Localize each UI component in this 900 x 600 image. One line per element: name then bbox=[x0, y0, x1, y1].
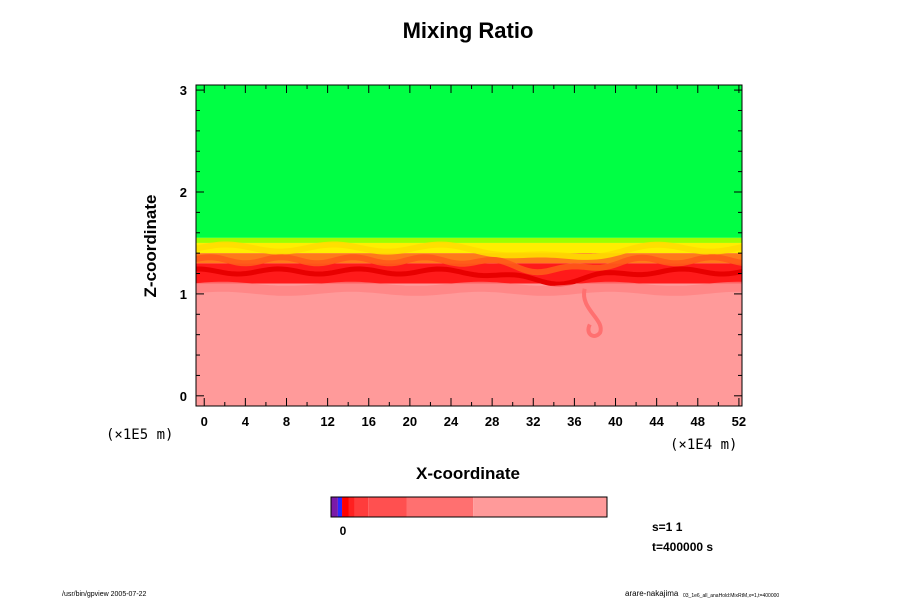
x-axis-label: X-coordinate bbox=[416, 464, 520, 483]
y-axis-label: Z-coordinate bbox=[141, 195, 160, 298]
colorbar-segment-6 bbox=[406, 497, 474, 517]
footer-right-sub: 03_1e6_all_anaHold:MixRtM,x=1,t=400000 bbox=[683, 593, 779, 599]
colorbar-segment-5 bbox=[368, 497, 407, 517]
x-tick-label: 36 bbox=[567, 414, 581, 429]
x-tick-label: 28 bbox=[485, 414, 499, 429]
descending-plume bbox=[582, 288, 603, 338]
x-tick-label: 32 bbox=[526, 414, 540, 429]
time-label: t=400000 s bbox=[652, 540, 713, 554]
red-interface bbox=[196, 266, 742, 287]
x-tick-label: 24 bbox=[444, 414, 459, 429]
y-tick-label: 3 bbox=[180, 83, 187, 98]
lower-interface bbox=[196, 281, 742, 296]
x-tick-label: 44 bbox=[649, 414, 664, 429]
colorbar-segment-0 bbox=[331, 497, 338, 517]
y-tick-label: 1 bbox=[180, 287, 187, 302]
colorbar-segment-4 bbox=[354, 497, 369, 517]
orange-interface bbox=[196, 254, 742, 276]
colorbar-frame bbox=[330, 496, 608, 518]
y-tick-label: 0 bbox=[180, 389, 187, 404]
x-tick-label: 20 bbox=[403, 414, 417, 429]
x-tick-label: 8 bbox=[283, 414, 290, 429]
footer-right-main: arare-nakajima bbox=[625, 589, 679, 598]
x-tick-label: 16 bbox=[362, 414, 376, 429]
band-lower bbox=[196, 283, 742, 406]
parameter-s-label: s=1 1 bbox=[652, 520, 683, 534]
x-tick-label: 52 bbox=[732, 414, 746, 429]
x-tick-label: 0 bbox=[201, 414, 208, 429]
footer-left: /usr/bin/gpview 2005-07-22 bbox=[62, 591, 147, 598]
band-interface-orange bbox=[196, 253, 742, 264]
x-tick-label: 40 bbox=[608, 414, 622, 429]
x-scale-label: (×1E4 m) bbox=[670, 437, 737, 453]
x-tick-label: 12 bbox=[320, 414, 334, 429]
heatmap-field bbox=[196, 85, 742, 406]
x-tick-label: 4 bbox=[242, 414, 250, 429]
yellow-interface bbox=[196, 241, 742, 260]
colorbar bbox=[330, 496, 608, 518]
x-tick-label: 48 bbox=[691, 414, 705, 429]
colorbar-segment-7 bbox=[473, 497, 607, 517]
band-upper bbox=[196, 85, 742, 238]
band-transition-light bbox=[196, 237, 742, 243]
colorbar-segment-2 bbox=[342, 497, 349, 517]
colorbar-zero-label: 0 bbox=[340, 524, 347, 538]
y-scale-label: (×1E5 m) bbox=[106, 427, 173, 443]
colorbar-segment-1 bbox=[337, 497, 343, 517]
plot-frame bbox=[195, 84, 743, 407]
chart-title: Mixing Ratio bbox=[403, 18, 534, 43]
colorbar-segment-3 bbox=[348, 497, 355, 517]
y-tick-label: 2 bbox=[180, 185, 187, 200]
